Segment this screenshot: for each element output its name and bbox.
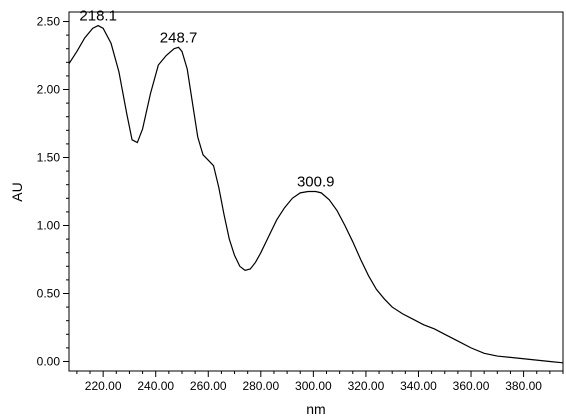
- peak-labels: 218.1 248.7 300.9: [79, 8, 334, 191]
- y-tick-label: 1.50: [37, 151, 61, 165]
- y-minor-ticks: [66, 34, 69, 349]
- x-tick-label: 280.00: [242, 379, 279, 393]
- x-tick-label: 240.00: [137, 379, 174, 393]
- x-axis-ticks: 220.00 240.00 260.00 280.00 300.00 320.00 340.…: [85, 371, 542, 393]
- x-tick-label: 360.00: [453, 379, 490, 393]
- y-axis-title: AU: [9, 182, 25, 201]
- y-axis-ticks: 0.00 0.50 1.00 1.50 2.00 2.50: [37, 15, 69, 368]
- y-tick-label: 1.00: [37, 218, 61, 232]
- x-tick-label: 220.00: [85, 379, 122, 393]
- plot-frame: [68, 11, 564, 372]
- x-tick-label: 340.00: [400, 379, 437, 393]
- x-tick-label: 260.00: [190, 379, 227, 393]
- x-tick-label: 320.00: [348, 379, 385, 393]
- x-tick-label: 380.00: [505, 379, 542, 393]
- y-tick-label: 0.00: [37, 354, 61, 368]
- peak-label: 248.7: [160, 29, 198, 46]
- spectrum-line: [68, 24, 564, 364]
- x-minor-ticks: [76, 371, 564, 374]
- peak-label: 218.1: [79, 8, 117, 25]
- peak-label: 300.9: [297, 174, 335, 191]
- y-tick-label: 2.00: [37, 83, 61, 97]
- y-tick-label: 0.50: [37, 286, 61, 300]
- x-axis-title: nm: [306, 401, 325, 417]
- y-tick-label: 2.50: [37, 15, 61, 29]
- x-tick-label: 300.00: [295, 379, 332, 393]
